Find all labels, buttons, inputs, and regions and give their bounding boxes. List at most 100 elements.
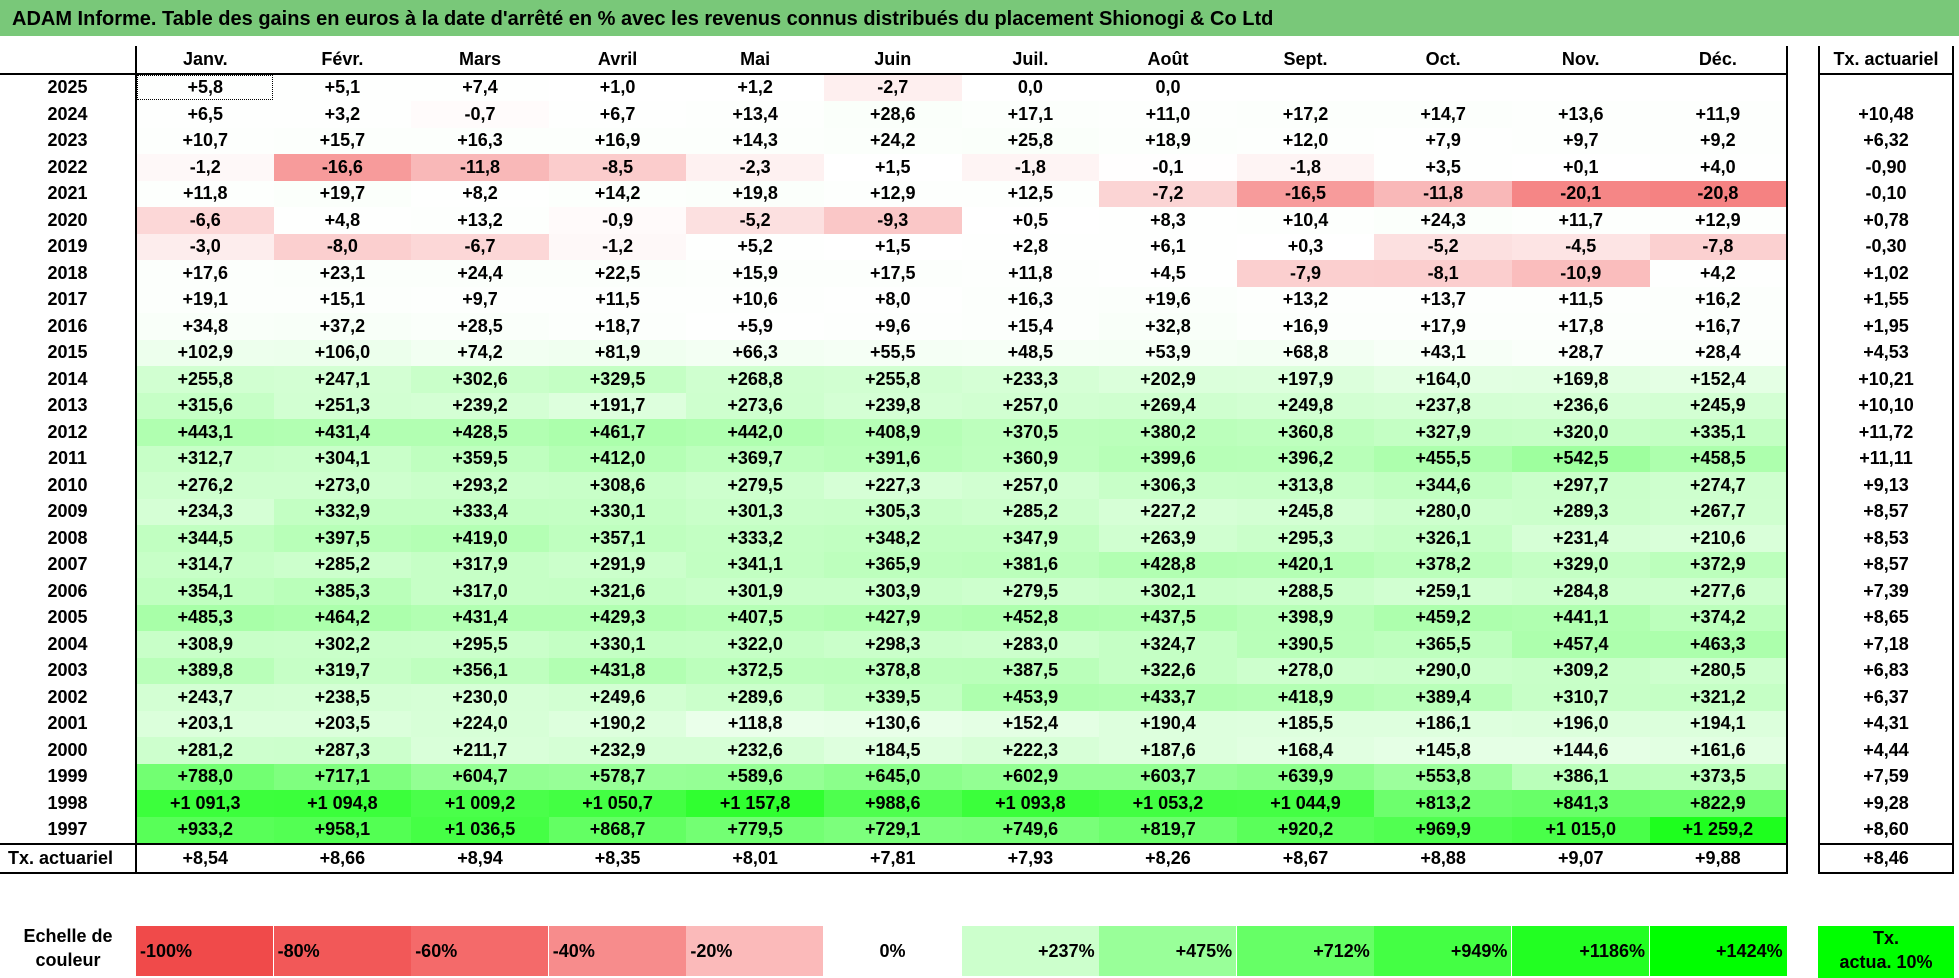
gain-cell: +408,9 <box>823 419 962 446</box>
year-row: 2011 +312,7 +304,1 +359,5 +412,0 +369,7 +391,6… <box>0 445 1789 472</box>
actuarial-rate-cell: +1,02 <box>1863 262 1909 283</box>
year-row: 2016 +34,8 +37,2 +28,5 +18,7 +5,9 +9,6 +15,4 +32… <box>0 313 1789 340</box>
gain-cell: +257,0 <box>961 472 1100 499</box>
overall-actuarial-rate: +8,46 <box>1819 843 1953 874</box>
gain-cell: +106,0 <box>273 339 412 366</box>
gain-cell: +249,8 <box>1236 392 1375 419</box>
gain-cell: +11,7 <box>1511 207 1650 234</box>
actuarial-rate-cell: +8,60 <box>1863 819 1909 840</box>
gain-cell: +13,2 <box>411 207 549 234</box>
gain-cell: -10,9 <box>1511 260 1650 287</box>
gain-cell: -11,8 <box>1374 180 1512 207</box>
gain-cell: +74,2 <box>411 339 549 366</box>
gain-cell: +988,6 <box>823 790 962 817</box>
gain-cell: +378,8 <box>823 657 962 684</box>
scale-swatch: +1186% <box>1512 926 1649 976</box>
gain-cell: +197,9 <box>1236 366 1375 393</box>
gain-cell: +168,4 <box>1236 737 1375 764</box>
year-label: 2001 <box>0 710 137 737</box>
gain-cell: +442,0 <box>686 419 824 446</box>
gain-cell: +230,0 <box>411 684 549 711</box>
gain-cell: +145,8 <box>1374 737 1512 764</box>
scale-swatch: -80% <box>273 926 411 976</box>
gain-cell: +305,3 <box>823 498 962 525</box>
gain-cell: +603,7 <box>1099 763 1237 790</box>
gain-cell: +302,6 <box>411 366 549 393</box>
gain-cell: 0,0 <box>1099 73 1237 101</box>
gain-cell: +6,7 <box>548 101 687 128</box>
gain-cell: +457,4 <box>1511 631 1650 658</box>
gain-cell: +1 259,2 <box>1649 816 1789 844</box>
gain-cell: +813,2 <box>1374 790 1512 817</box>
gain-cell: -1,8 <box>961 154 1100 181</box>
gain-cell: +365,5 <box>1374 631 1512 658</box>
gain-cell: +11,0 <box>1099 101 1237 128</box>
month-header-row: Janv. Févr. Mars Avril Mai Juin Juil. Août Sept.… <box>0 46 1789 75</box>
gain-cell: +389,8 <box>136 657 274 684</box>
annual-rate-cell: +8,35 <box>548 843 687 874</box>
year-label: 2020 <box>0 207 137 234</box>
gain-cell: +5,9 <box>686 313 824 340</box>
gain-cell: +186,1 <box>1374 710 1512 737</box>
month-header-9: Sept. <box>1236 46 1375 75</box>
actuarial-rate-swatch: Tx. actua. 10% <box>1818 926 1954 978</box>
gain-cell: +2,8 <box>961 233 1100 260</box>
gain-cell: +354,1 <box>136 578 274 605</box>
gain-cell: +4,2 <box>1649 260 1789 287</box>
gain-cell: +303,9 <box>823 578 962 605</box>
year-row: 1998 +1 091,3 +1 094,8 +1 009,2 +1 050,7 +1 1… <box>0 790 1789 817</box>
actuarial-rate-cell: +6,83 <box>1863 660 1909 681</box>
year-label: 2013 <box>0 392 137 419</box>
gain-cell: +13,4 <box>686 101 824 128</box>
gain-cell: +152,4 <box>961 710 1100 737</box>
gain-cell: +407,5 <box>686 604 824 631</box>
annual-rate-cell: +8,67 <box>1236 843 1375 874</box>
month-header-6: Juin <box>823 46 962 75</box>
gain-cell: +380,2 <box>1099 419 1237 446</box>
gain-cell: +6,1 <box>1099 233 1237 260</box>
actuarial-rate-cell: +4,53 <box>1863 342 1909 363</box>
actuarial-rate-cell: +11,11 <box>1859 448 1913 469</box>
gain-cell: +373,5 <box>1649 763 1789 790</box>
gain-cell: +12,5 <box>961 180 1100 207</box>
gain-cell: +25,8 <box>961 127 1100 154</box>
gain-cell: -2,7 <box>823 73 962 101</box>
month-header-5: Mai <box>686 46 824 75</box>
gain-cell: +333,4 <box>411 498 549 525</box>
gain-cell: +381,6 <box>961 551 1100 578</box>
year-label: 1999 <box>0 763 137 790</box>
gain-cell: +397,5 <box>273 525 412 552</box>
annual-rate-cell: +8,94 <box>411 843 549 874</box>
actuarial-rate-cell: +4,44 <box>1863 739 1909 760</box>
annual-rate-cell: +8,26 <box>1099 843 1237 874</box>
gain-cell: -9,3 <box>823 207 962 234</box>
month-header-7: Juil. <box>961 46 1100 75</box>
year-label: 2004 <box>0 631 137 658</box>
gain-cell: +10,4 <box>1236 207 1375 234</box>
gain-cell: +304,1 <box>273 445 412 472</box>
annual-rate-cell: +9,88 <box>1649 843 1789 874</box>
gain-cell: +210,6 <box>1649 525 1789 552</box>
gain-cell: +779,5 <box>686 816 824 844</box>
gain-cell: +17,2 <box>1236 101 1375 128</box>
gain-cell: -6,6 <box>136 207 274 234</box>
gain-cell: +293,2 <box>411 472 549 499</box>
gain-cell: +443,1 <box>136 419 274 446</box>
gain-cell: +420,1 <box>1236 551 1375 578</box>
month-header-2: Févr. <box>273 46 412 75</box>
gain-cell: +18,9 <box>1099 127 1237 154</box>
gain-cell: +308,6 <box>548 472 687 499</box>
color-scale-label: Echelle de couleur <box>23 926 113 970</box>
gain-cell: +11,9 <box>1649 101 1789 128</box>
gain-cell: +542,5 <box>1511 445 1650 472</box>
gain-cell: +356,1 <box>411 657 549 684</box>
actuarial-rate-cell: +10,10 <box>1858 395 1914 416</box>
gain-cell: +428,5 <box>411 419 549 446</box>
gain-cell: +203,5 <box>273 710 412 737</box>
gain-cell: +357,1 <box>548 525 687 552</box>
gain-cell: +1 050,7 <box>548 790 687 817</box>
gain-cell: +16,3 <box>411 127 549 154</box>
actuarial-rate-cell: +1,55 <box>1863 289 1909 310</box>
gain-cell: +169,8 <box>1511 366 1650 393</box>
